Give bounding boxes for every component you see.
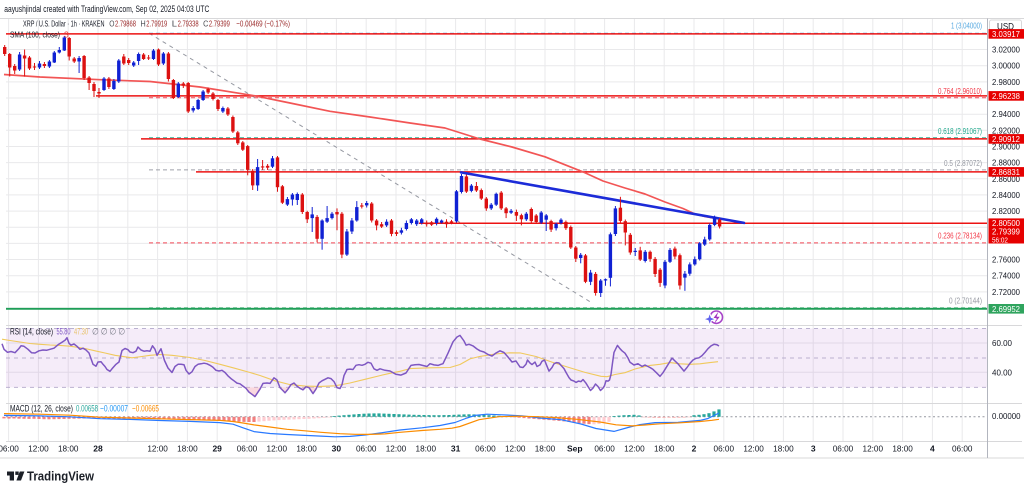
svg-text:2.79919: 2.79919: [146, 19, 167, 29]
svg-text:0.00000: 0.00000: [992, 411, 1021, 421]
svg-text:2.88000: 2.88000: [992, 158, 1020, 168]
svg-text:2.86831: 2.86831: [992, 167, 1020, 177]
svg-text:2.90000: 2.90000: [992, 142, 1020, 152]
svg-text:2.92000: 2.92000: [992, 125, 1020, 135]
svg-text:2.79399: 2.79399: [209, 19, 230, 29]
svg-text:3: 3: [64, 30, 69, 40]
svg-text:H: H: [141, 19, 146, 29]
svg-text:2.94000: 2.94000: [992, 109, 1020, 119]
svg-text:18:00: 18:00: [773, 444, 794, 454]
svg-text:12:00: 12:00: [386, 444, 407, 454]
svg-text:2.98000: 2.98000: [992, 77, 1020, 87]
svg-text:2.74000: 2.74000: [992, 271, 1020, 281]
svg-text:0 (2.70144): 0 (2.70144): [949, 296, 982, 306]
svg-text:12:00: 12:00: [505, 444, 526, 454]
svg-text:−0.00665: −0.00665: [132, 404, 159, 414]
svg-text:O: O: [109, 19, 114, 29]
svg-text:2.82000: 2.82000: [992, 206, 1020, 216]
svg-text:12:00: 12:00: [147, 444, 168, 454]
svg-text:12:00: 12:00: [863, 444, 884, 454]
svg-text:2.79399: 2.79399: [992, 227, 1020, 237]
svg-text:aayushjindal created with Trad: aayushjindal created with TradingView.co…: [4, 4, 209, 14]
svg-text:2.90912: 2.90912: [992, 134, 1020, 144]
svg-text:3: 3: [811, 444, 816, 454]
svg-text:18:00: 18:00: [535, 444, 556, 454]
svg-text:C: C: [203, 19, 208, 29]
svg-text:2.80500: 2.80500: [992, 218, 1020, 228]
svg-text:31: 31: [451, 444, 461, 454]
svg-text:47.30: 47.30: [74, 327, 88, 337]
svg-text:18:00: 18:00: [296, 444, 317, 454]
svg-text:2.86000: 2.86000: [992, 174, 1020, 184]
svg-text:L: L: [172, 19, 177, 29]
svg-text:1 (3.04000): 1 (3.04000): [951, 21, 982, 31]
svg-text:0.236 (2.78134): 0.236 (2.78134): [938, 230, 982, 240]
svg-text:40.00: 40.00: [992, 367, 1012, 377]
svg-text:3.02000: 3.02000: [992, 45, 1020, 55]
svg-text:0.764 (2.96010): 0.764 (2.96010): [938, 86, 982, 96]
svg-text:USD: USD: [997, 22, 1014, 32]
svg-text:SMA (100, close): SMA (100, close): [10, 30, 60, 40]
svg-text:30: 30: [332, 444, 342, 454]
svg-text:Sep: Sep: [567, 444, 583, 454]
svg-text:2.79338: 2.79338: [178, 19, 199, 29]
svg-text:29: 29: [212, 444, 222, 454]
svg-text:06:00: 06:00: [594, 444, 615, 454]
svg-text:18:00: 18:00: [892, 444, 913, 454]
svg-text:12:00: 12:00: [267, 444, 288, 454]
svg-text:06:00: 06:00: [237, 444, 258, 454]
svg-text:3.03917: 3.03917: [992, 29, 1020, 39]
svg-text:18:00: 18:00: [177, 444, 198, 454]
svg-text:18:00: 18:00: [654, 444, 675, 454]
svg-text:28: 28: [93, 444, 103, 454]
svg-text:4: 4: [930, 444, 935, 454]
svg-text:06:00: 06:00: [0, 444, 19, 454]
svg-text:2.79868: 2.79868: [115, 19, 136, 29]
svg-text:−0.00469 (−0.17%): −0.00469 (−0.17%): [236, 19, 290, 29]
svg-text:56:02: 56:02: [992, 238, 1008, 245]
svg-text:3.00000: 3.00000: [992, 61, 1020, 71]
svg-text:60.00: 60.00: [992, 338, 1012, 348]
svg-text:−0.00007: −0.00007: [100, 404, 128, 414]
svg-text:12:00: 12:00: [743, 444, 764, 454]
svg-text:12:00: 12:00: [28, 444, 49, 454]
svg-text:XRP / U.S. Dollar · 1h · KRAKE: XRP / U.S. Dollar · 1h · KRAKEN: [23, 19, 105, 29]
svg-text:06:00: 06:00: [475, 444, 496, 454]
svg-text:2: 2: [692, 444, 697, 454]
svg-text:∅ ∅ ∅ ∅: ∅ ∅ ∅ ∅: [92, 327, 125, 337]
svg-text:06:00: 06:00: [356, 444, 377, 454]
svg-text:06:00: 06:00: [833, 444, 854, 454]
svg-text:2.96238: 2.96238: [992, 91, 1020, 101]
svg-text:2.72000: 2.72000: [992, 287, 1020, 297]
svg-text:TradingView: TradingView: [27, 469, 95, 484]
svg-text:0.00658: 0.00658: [76, 404, 98, 414]
svg-text:12:00: 12:00: [624, 444, 645, 454]
svg-text:18:00: 18:00: [416, 444, 437, 454]
svg-text:18:00: 18:00: [58, 444, 79, 454]
svg-text:2.84000: 2.84000: [992, 190, 1020, 200]
svg-text:06:00: 06:00: [952, 444, 973, 454]
svg-text:RSI (14, close): RSI (14, close): [10, 327, 53, 337]
svg-text:0.618 (2.91067): 0.618 (2.91067): [938, 126, 982, 136]
svg-text:MACD (12, 26, close): MACD (12, 26, close): [10, 404, 73, 414]
svg-text:0.5 (2.87072): 0.5 (2.87072): [944, 158, 982, 168]
svg-text:55.80: 55.80: [57, 327, 71, 337]
svg-text:06:00: 06:00: [714, 444, 735, 454]
svg-text:2.69952: 2.69952: [992, 304, 1020, 314]
svg-text:2.76000: 2.76000: [992, 255, 1020, 265]
